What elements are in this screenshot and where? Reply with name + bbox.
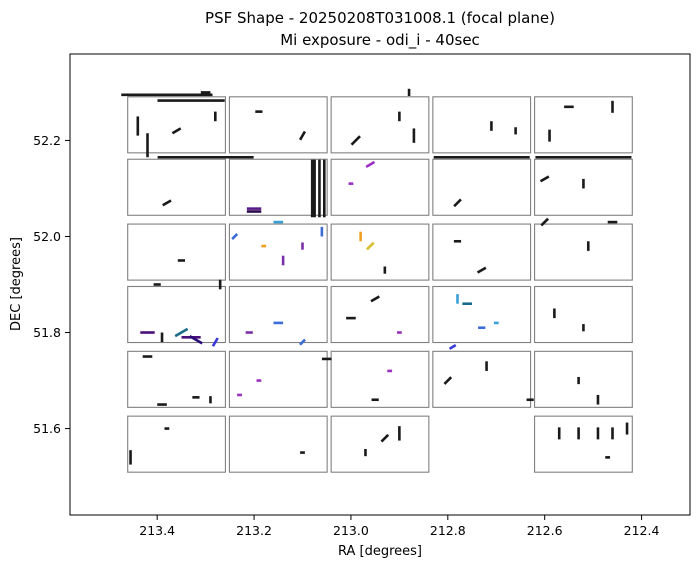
psf-whisker bbox=[189, 334, 203, 345]
ccd-outlines bbox=[127, 96, 633, 473]
y-axis-ticks: 51.6 51.8 52.0 52.2 bbox=[33, 133, 70, 436]
psf-whisker bbox=[539, 175, 550, 183]
x-tick-label: 213.2 bbox=[236, 523, 272, 538]
psf-whisker bbox=[211, 337, 219, 347]
y-axis-label: DEC [degrees] bbox=[9, 237, 24, 331]
ccd-outline bbox=[330, 223, 430, 281]
psf-whisker bbox=[380, 433, 390, 443]
chart-title: PSF Shape - 20250208T031008.1 (focal pla… bbox=[205, 9, 555, 27]
ccd-outline bbox=[432, 158, 532, 216]
ccd-outline bbox=[228, 96, 328, 154]
ccd-outline bbox=[534, 285, 633, 344]
y-tick-label: 52.2 bbox=[33, 133, 61, 148]
psf-whiskers bbox=[121, 88, 632, 465]
ccd-outline bbox=[330, 415, 430, 473]
psf-whisker bbox=[231, 233, 239, 240]
x-tick-label: 213.0 bbox=[333, 523, 369, 538]
psf-whisker bbox=[365, 241, 375, 251]
y-tick-label: 51.8 bbox=[33, 325, 61, 340]
psf-whisker bbox=[453, 198, 462, 208]
ccd-outline bbox=[330, 285, 430, 344]
ccd-outline bbox=[228, 223, 328, 281]
ccd-outline bbox=[127, 223, 226, 281]
psf-whisker bbox=[443, 376, 453, 385]
psf-whisker bbox=[174, 327, 189, 338]
x-tick-label: 212.6 bbox=[527, 523, 563, 538]
ccd-outline bbox=[534, 415, 633, 473]
x-tick-label: 212.4 bbox=[624, 523, 660, 538]
psf-whisker bbox=[540, 217, 550, 227]
ccd-outline bbox=[228, 158, 328, 216]
ccd-outline bbox=[330, 158, 430, 216]
psf-whisker bbox=[365, 160, 376, 168]
ccd-outline bbox=[127, 415, 226, 473]
ccd-outline bbox=[330, 350, 430, 408]
psf-whisker bbox=[298, 130, 307, 141]
ccd-outline bbox=[432, 350, 532, 408]
ccd-outline bbox=[432, 223, 532, 281]
psf-whisker bbox=[171, 127, 182, 135]
ccd-outline bbox=[432, 285, 532, 344]
ccd-outline bbox=[127, 350, 226, 408]
y-tick-label: 52.0 bbox=[33, 229, 61, 244]
psf-whisker bbox=[448, 344, 457, 350]
ccd-outline bbox=[127, 158, 226, 216]
ccd-outline bbox=[534, 158, 633, 216]
psf-whisker bbox=[162, 199, 172, 207]
ccd-outline bbox=[228, 415, 328, 473]
ccd-outline bbox=[330, 96, 430, 154]
psf-whisker bbox=[370, 295, 380, 303]
y-tick-label: 51.6 bbox=[33, 421, 61, 436]
x-tick-label: 212.8 bbox=[430, 523, 466, 538]
x-tick-label: 213.4 bbox=[139, 523, 175, 538]
ccd-outline bbox=[432, 96, 532, 154]
ccd-outline bbox=[534, 223, 633, 281]
psf-whisker bbox=[476, 266, 487, 274]
x-axis-label: RA [degrees] bbox=[338, 544, 422, 559]
ccd-outline bbox=[127, 285, 226, 344]
ccd-outline bbox=[127, 96, 226, 154]
ccd-outline bbox=[228, 350, 328, 408]
x-axis-ticks: 213.4 213.2 213.0 212.8 212.6 212.4 bbox=[139, 515, 659, 538]
psf-whisker bbox=[350, 135, 361, 146]
plot-frame bbox=[69, 53, 691, 516]
chart-subtitle: Mi exposure - odi_i - 40sec bbox=[280, 31, 480, 50]
psf-whisker bbox=[299, 338, 306, 346]
ccd-outline bbox=[534, 350, 633, 408]
ccd-outline bbox=[228, 285, 328, 344]
ccd-outline bbox=[534, 96, 633, 154]
